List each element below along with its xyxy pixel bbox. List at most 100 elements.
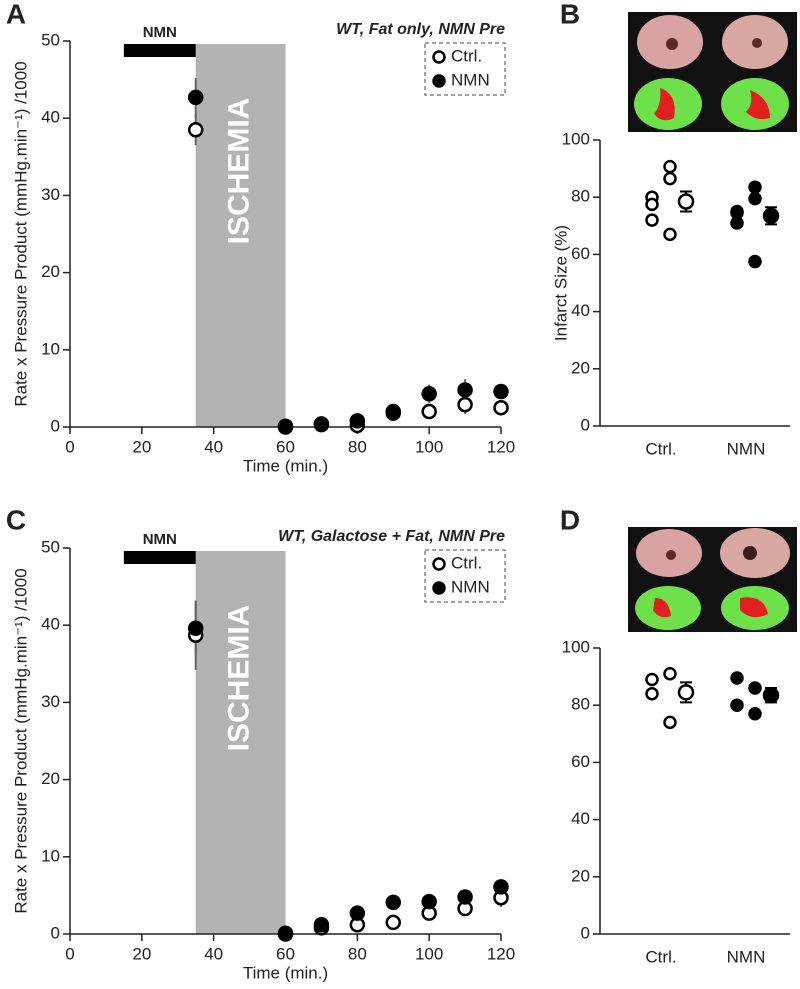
y-tick-label: 10 [41, 339, 60, 358]
point [277, 925, 294, 941]
x-tick-label: NMN [727, 947, 766, 966]
point [187, 620, 204, 637]
x-tick-label: 20 [132, 437, 151, 456]
point [187, 89, 204, 106]
panel-label: C [6, 504, 26, 535]
legend-label: Ctrl. [451, 553, 482, 572]
y-tick-label: 30 [41, 185, 60, 204]
y-axis-label: Rate x Pressure Product (mmHg.min⁻¹) /10… [11, 61, 30, 406]
treatment-label: NMN [143, 531, 177, 548]
x-tick-label: 100 [415, 437, 443, 456]
y-tick-label: 40 [571, 301, 590, 320]
y-tick-label: 60 [571, 244, 590, 263]
point [421, 403, 437, 420]
x-tick-label: 20 [132, 944, 151, 963]
heart-images-b [628, 12, 797, 132]
ischemia-shade [195, 551, 286, 934]
x-tick-label: 100 [415, 944, 443, 963]
point [730, 671, 744, 685]
chart-title: WT, Fat only, NMN Pre [336, 21, 505, 38]
y-tick-label: 60 [571, 752, 590, 771]
point [313, 416, 330, 432]
x-tick-label: 60 [276, 437, 295, 456]
point [748, 254, 762, 269]
point [730, 216, 744, 230]
x-tick-label: NMN [727, 439, 766, 458]
y-tick-label: 20 [571, 358, 590, 377]
x-tick-label: 120 [487, 944, 515, 963]
x-tick-label: 0 [65, 944, 74, 963]
x-tick-label: Ctrl. [645, 947, 676, 966]
y-tick-label: 40 [41, 615, 60, 634]
point [457, 382, 473, 398]
ischemia-label: ISCHEMIA [223, 98, 256, 245]
point [663, 171, 677, 186]
point [385, 894, 401, 911]
point [385, 403, 401, 420]
ischemia-shade [195, 44, 286, 427]
y-tick-label: 0 [581, 415, 590, 434]
x-tick-label: 80 [348, 944, 367, 963]
mean-point [677, 193, 695, 210]
x-tick-label: Ctrl. [645, 439, 676, 458]
chart-title: WT, Galactose + Fat, NMN Pre [278, 528, 505, 545]
panel-label: D [560, 504, 580, 535]
heart-images-d [628, 527, 797, 632]
y-tick-label: 100 [562, 637, 590, 656]
legend-marker [432, 557, 446, 571]
point [663, 227, 677, 242]
point [421, 893, 437, 910]
point [645, 672, 659, 687]
point [730, 698, 744, 712]
x-axis-label: Time (min.) [243, 963, 328, 982]
point [457, 396, 473, 413]
y-tick-label: 50 [41, 30, 60, 49]
point [421, 386, 437, 402]
x-tick-label: 40 [204, 944, 223, 963]
x-tick-label: 60 [276, 944, 295, 963]
mean-point [762, 207, 780, 225]
treatment-bar [123, 44, 196, 57]
legend-marker [432, 581, 446, 595]
y-tick-label: 40 [41, 108, 60, 127]
y-tick-label: 20 [41, 262, 60, 281]
point [385, 914, 401, 931]
y-axis-label: Rate x Pressure Product (mmHg.min⁻¹) /10… [11, 568, 30, 913]
point [748, 180, 762, 194]
x-tick-label: 0 [65, 437, 74, 456]
y-tick-label: 0 [51, 923, 60, 942]
panel-label: A [6, 0, 26, 29]
point [748, 681, 762, 695]
point [493, 399, 509, 416]
legend-label: Ctrl. [451, 46, 482, 65]
point [748, 191, 762, 206]
y-tick-label: 80 [571, 187, 590, 206]
treatment-bar [123, 551, 196, 564]
legend-marker [432, 74, 446, 88]
y-tick-label: 100 [562, 129, 590, 148]
y-tick-label: 10 [41, 846, 60, 865]
point [645, 197, 659, 212]
point [493, 383, 509, 400]
x-axis-label: Time (min.) [243, 456, 328, 475]
point [457, 889, 473, 905]
y-axis-label: Infarct Size (%) [551, 225, 570, 341]
point [663, 715, 677, 730]
legend-label: NMN [451, 70, 490, 89]
point [663, 666, 677, 681]
y-tick-label: 30 [41, 692, 60, 711]
y-tick-label: 80 [571, 695, 590, 714]
point [645, 687, 659, 701]
point [313, 916, 330, 933]
y-tick-label: 0 [581, 923, 590, 942]
x-tick-label: 80 [348, 437, 367, 456]
legend-label: NMN [451, 577, 490, 596]
y-tick-label: 50 [41, 537, 60, 556]
point [187, 122, 204, 138]
point [349, 413, 366, 429]
ischemia-label: ISCHEMIA [223, 605, 256, 752]
y-tick-label: 20 [41, 769, 60, 788]
point [645, 213, 659, 227]
point [493, 879, 509, 895]
